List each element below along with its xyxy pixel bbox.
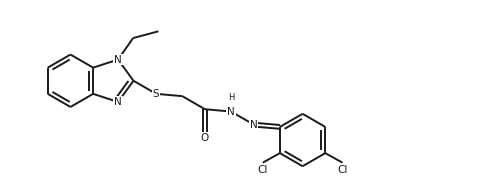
Text: N: N (114, 55, 122, 65)
Text: O: O (201, 133, 209, 143)
Text: H: H (228, 93, 235, 102)
Text: N: N (114, 97, 122, 107)
Text: S: S (153, 89, 160, 99)
Text: N: N (227, 106, 235, 117)
Text: N: N (250, 120, 257, 130)
Text: Cl: Cl (337, 165, 348, 175)
Text: Cl: Cl (257, 165, 268, 175)
